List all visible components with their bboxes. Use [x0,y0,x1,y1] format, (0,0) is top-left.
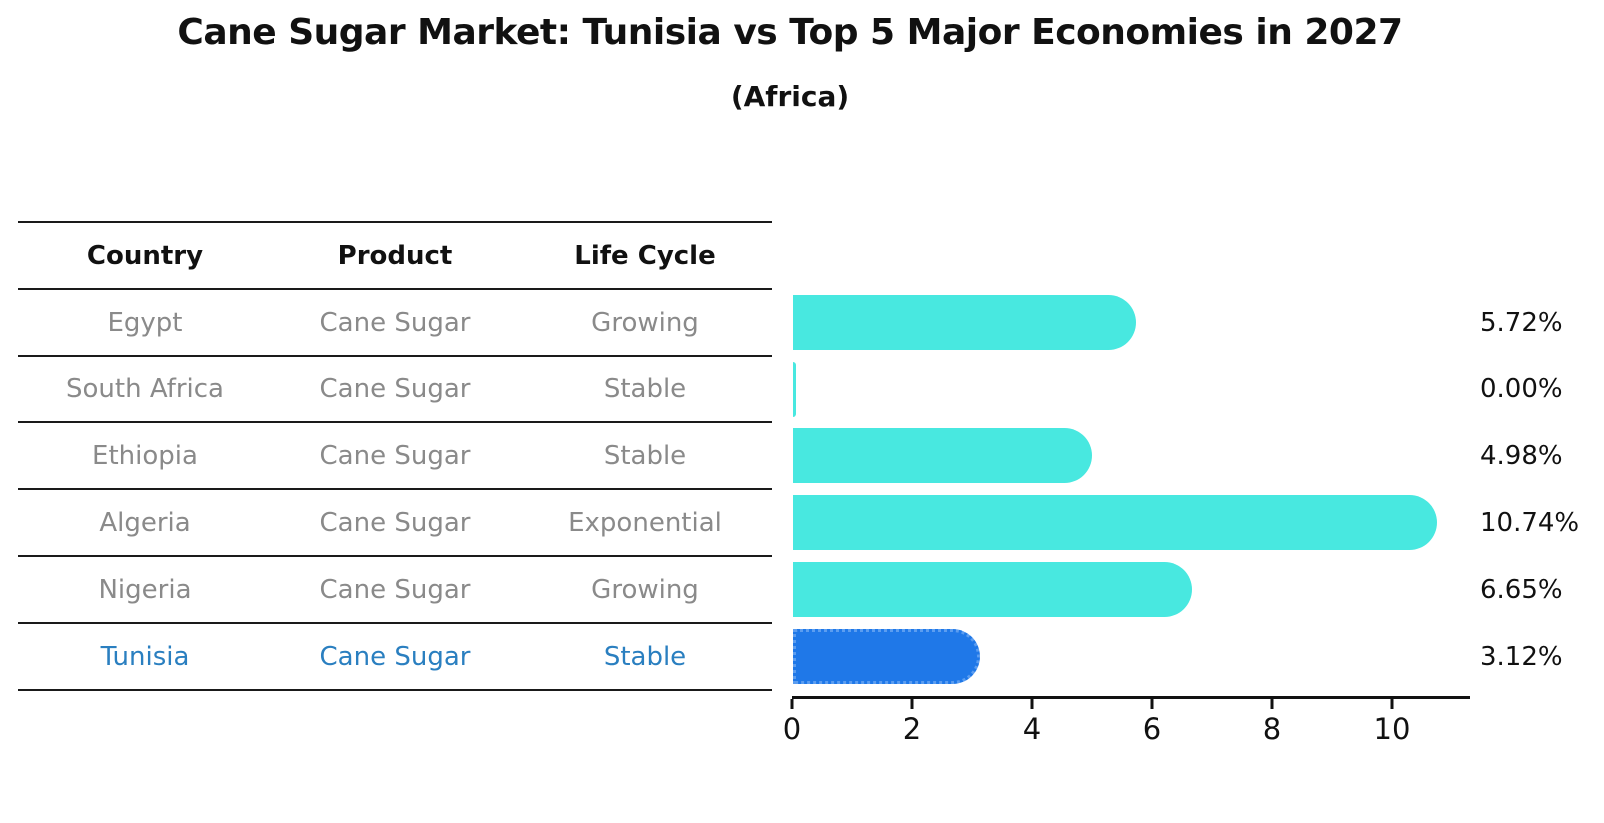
x-tick-mark [1390,699,1394,709]
table-cell-product: Cane Sugar [319,440,471,471]
table-cell-product: Cane Sugar [319,574,471,605]
x-tick-label: 0 [782,712,802,746]
bar-value-label-ethiopia: 4.98% [1480,440,1563,471]
table-cell-life-cycle: Stable [603,374,687,404]
x-tick-mark [1030,699,1034,709]
bar-south-africa [793,361,796,417]
x-tick-label: 4 [1022,712,1042,746]
table-cell-country: Egypt [107,307,183,338]
x-tick-label: 10 [1373,712,1411,746]
x-tick-mark [790,699,794,709]
bar-nigeria [793,562,1192,617]
table-divider [18,355,772,357]
table-cell-product: Cane Sugar [319,374,471,404]
bar-egypt [793,295,1137,350]
column-header-product: Product [337,241,453,271]
column-header-country: Country [86,241,204,271]
bar-algeria [793,495,1438,550]
table-divider [18,221,772,223]
bar-value-label-egypt: 5.72% [1480,307,1563,338]
x-axis-line [792,696,1470,699]
table-cell-product: Cane Sugar [319,507,471,538]
table-divider [18,555,772,557]
table-cell-product: Cane Sugar [319,641,471,672]
x-tick-label: 6 [1142,712,1162,746]
table-cell-life-cycle: Exponential [568,507,722,538]
bar-value-label-nigeria: 6.65% [1480,574,1563,605]
table-cell-country: Nigeria [98,574,192,605]
chart-subtitle: (Africa) [730,80,850,113]
table-cell-life-cycle: Stable [603,641,687,672]
x-tick-mark [1150,699,1154,709]
bar-value-label-tunisia: 3.12% [1480,641,1563,672]
table-divider [18,622,772,624]
x-tick-label: 2 [902,712,922,746]
table-cell-life-cycle: Growing [591,574,699,605]
table-divider [18,288,772,290]
chart-title: Cane Sugar Market: Tunisia vs Top 5 Majo… [177,12,1403,53]
x-tick-mark [910,699,914,709]
table-cell-country: South Africa [66,374,224,404]
table-divider [18,689,772,691]
table-cell-life-cycle: Stable [603,440,687,471]
table-cell-country: Ethiopia [92,440,198,471]
bar-tunisia [793,629,981,684]
bar-value-label-south-africa: 0.00% [1480,374,1563,404]
bar-ethiopia [793,428,1092,483]
x-tick-mark [1270,699,1274,709]
x-tick-label: 8 [1262,712,1282,746]
table-divider [18,421,772,423]
table-cell-country: Tunisia [100,641,190,672]
column-header-lifecycle: Life Cycle [574,241,716,271]
bar-value-label-algeria: 10.74% [1480,507,1580,538]
table-cell-country: Algeria [99,507,191,538]
table-cell-product: Cane Sugar [319,307,471,338]
table-cell-life-cycle: Growing [591,307,699,338]
table-divider [18,488,772,490]
